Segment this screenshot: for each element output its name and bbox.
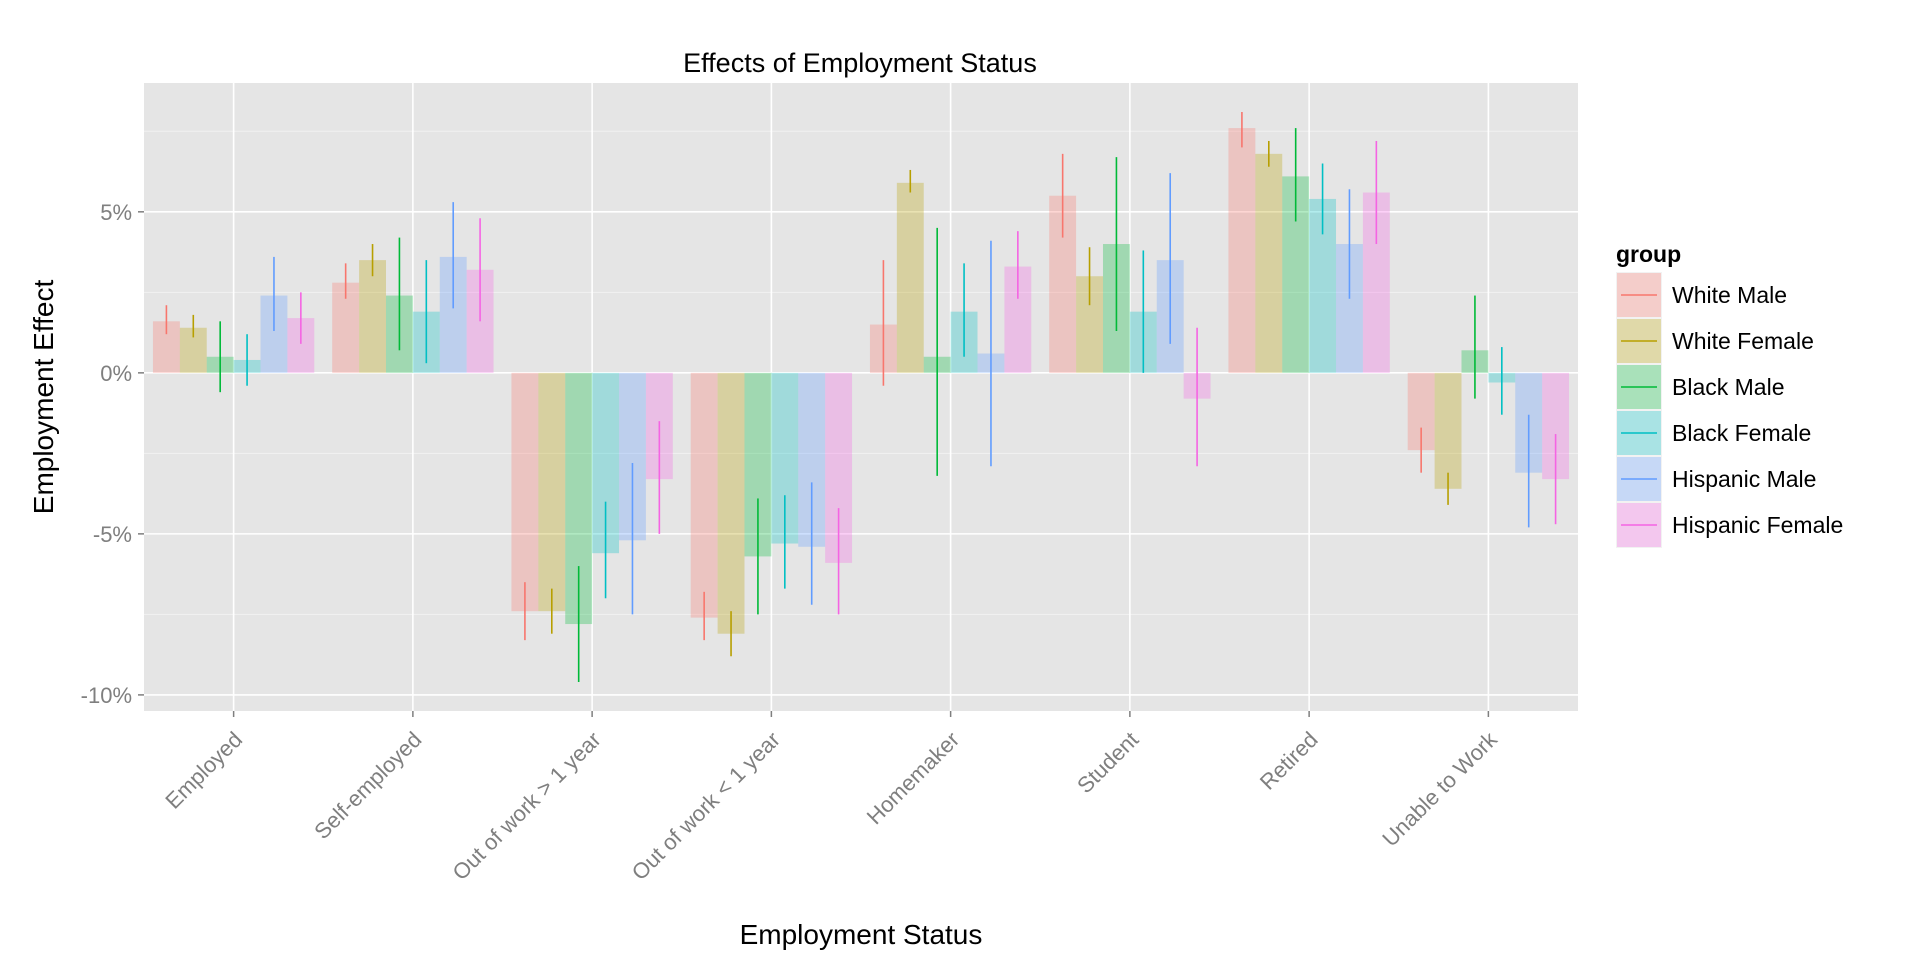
major-gridlines: [144, 83, 1578, 711]
bar: [1255, 153, 1283, 373]
bar: [896, 182, 924, 373]
legend-label: Hispanic Male: [1672, 466, 1816, 492]
x-axis-title: Employment Status: [740, 919, 983, 950]
legend-label: White Female: [1672, 328, 1814, 354]
y-tick-label: 5%: [100, 200, 132, 225]
bar: [511, 372, 539, 612]
x-tick-label: Homemaker: [862, 727, 964, 829]
bar: [690, 372, 718, 618]
legend-items: White Male White Female Black Male Black Fe…: [1616, 272, 1843, 548]
chart-title: Effects of Employment Status: [683, 48, 1037, 78]
y-tick-label: -5%: [93, 522, 132, 547]
x-axis: Employed Self-employed Out of work > 1 yea…: [160, 711, 1503, 885]
legend-label: White Male: [1672, 282, 1787, 308]
x-tick-label: Unable to Work: [1377, 726, 1502, 851]
plot-panel: [144, 83, 1578, 711]
legend: group White Male White Female Black Male Bl…: [1616, 241, 1843, 548]
legend-label: Hispanic Female: [1672, 512, 1843, 538]
y-axis: 5% 0% -5% -10%: [81, 200, 144, 708]
legend-title: group: [1616, 241, 1681, 267]
legend-label: Black Male: [1672, 374, 1784, 400]
legend-label: Black Female: [1672, 420, 1811, 446]
bar: [359, 260, 386, 373]
y-tick-label: -10%: [81, 683, 132, 708]
x-tick-label: Self-employed: [309, 727, 426, 844]
minor-gridlines: [144, 130, 1578, 615]
y-axis-title: Employment Effect: [28, 280, 59, 515]
bar: [1228, 128, 1256, 373]
bar: [717, 372, 745, 634]
error-bars-layer: [165, 111, 1557, 683]
bar: [538, 372, 566, 612]
x-tick-label: Employed: [160, 727, 247, 814]
x-tick-label: Out of work > 1 year: [447, 727, 605, 885]
x-tick-label: Student: [1072, 727, 1143, 798]
y-tick-label: 0%: [100, 361, 132, 386]
x-tick-label: Out of work < 1 year: [627, 727, 785, 885]
x-tick-label: Retired: [1255, 727, 1323, 795]
bar: [1434, 372, 1462, 489]
